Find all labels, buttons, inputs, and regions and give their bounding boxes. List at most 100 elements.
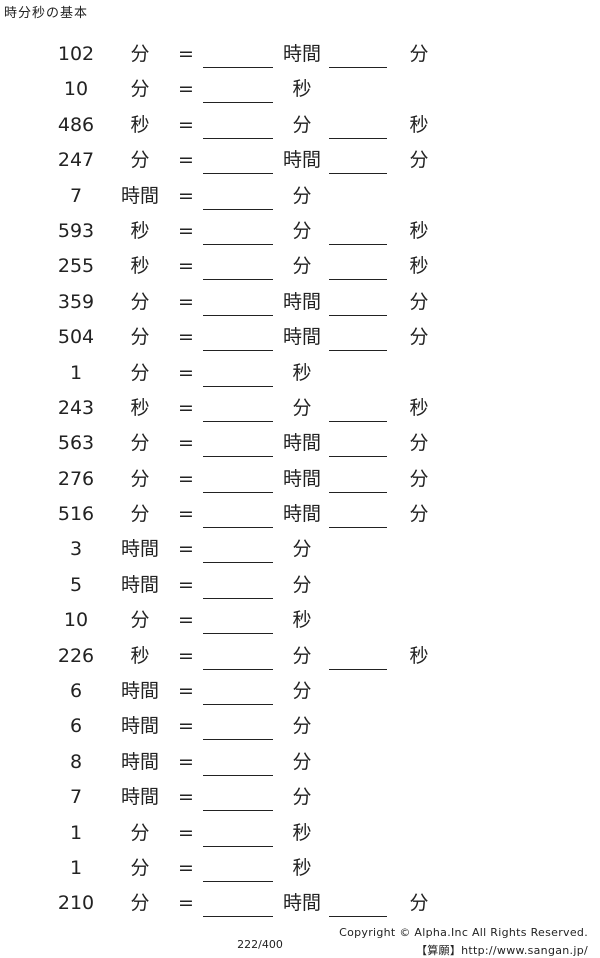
problem-unit: 分 (130, 856, 150, 879)
answer-blank-1[interactable] (203, 597, 273, 599)
answer-blank-1[interactable] (203, 916, 273, 918)
answer-blank-1[interactable] (203, 633, 273, 635)
problem-value: 226 (57, 644, 95, 667)
answer-blank-2[interactable] (329, 243, 387, 245)
result-unit-1: 秒 (292, 856, 312, 879)
problem-row: 1 分 = 秒 (0, 355, 600, 390)
result-unit-2: 秒 (409, 396, 429, 419)
answer-blank-1[interactable] (203, 243, 273, 245)
answer-blank-1[interactable] (203, 314, 273, 316)
answer-blank-1[interactable] (203, 774, 273, 776)
problem-unit: 分 (130, 290, 150, 313)
problem-value: 210 (57, 892, 95, 915)
problem-value: 504 (57, 326, 95, 349)
problem-unit: 分 (130, 432, 150, 455)
problem-unit: 時間 (120, 184, 159, 207)
result-unit-1: 時間 (282, 432, 321, 455)
answer-blank-1[interactable] (203, 456, 273, 458)
result-unit-2: 分 (409, 326, 429, 349)
page-title: 時分秒の基本 (4, 6, 89, 21)
equals-sign: = (178, 892, 194, 915)
problem-value: 6 (69, 715, 83, 738)
problem-row: 7 時間 = 分 (0, 178, 600, 213)
result-unit-2: 秒 (409, 219, 429, 242)
equals-sign: = (178, 750, 194, 773)
problem-value: 10 (63, 609, 89, 632)
result-unit-2: 秒 (409, 644, 429, 667)
result-unit-1: 時間 (282, 290, 321, 313)
result-unit-2: 秒 (409, 113, 429, 136)
answer-blank-1[interactable] (203, 880, 273, 882)
result-unit-1: 分 (292, 715, 312, 738)
problem-unit: 分 (130, 892, 150, 915)
equals-sign: = (178, 43, 194, 65)
problem-value: 8 (69, 750, 83, 773)
answer-blank-1[interactable] (203, 67, 273, 68)
equals-sign: = (178, 573, 194, 596)
answer-blank-1[interactable] (203, 668, 273, 670)
problem-value: 593 (57, 219, 95, 242)
result-unit-1: 分 (292, 538, 312, 561)
answer-blank-1[interactable] (203, 102, 273, 104)
answer-blank-1[interactable] (203, 491, 273, 493)
equals-sign: = (178, 467, 194, 490)
answer-blank-2[interactable] (329, 350, 387, 352)
problem-row: 359 分 = 時間 分 (0, 284, 600, 319)
equals-sign: = (178, 609, 194, 632)
answer-blank-2[interactable] (329, 527, 387, 529)
problem-value: 276 (57, 467, 95, 490)
problem-unit: 分 (130, 43, 150, 65)
problem-row: 102 分 = 時間 分 (0, 36, 600, 71)
answer-blank-1[interactable] (203, 704, 273, 706)
result-unit-1: 秒 (292, 361, 312, 384)
answer-blank-2[interactable] (329, 491, 387, 493)
equals-sign: = (178, 856, 194, 879)
problem-unit: 分 (130, 821, 150, 844)
result-unit-2: 分 (409, 892, 429, 915)
answer-blank-2[interactable] (329, 916, 387, 918)
answer-blank-1[interactable] (203, 208, 273, 210)
answer-blank-1[interactable] (203, 279, 273, 281)
answer-blank-1[interactable] (203, 810, 273, 812)
answer-blank-2[interactable] (329, 314, 387, 316)
problem-row: 1 分 = 秒 (0, 815, 600, 850)
result-unit-1: 分 (292, 255, 312, 278)
answer-blank-2[interactable] (329, 420, 387, 422)
problem-value: 486 (57, 113, 95, 136)
problem-value: 1 (69, 856, 83, 879)
problem-value: 10 (63, 78, 89, 101)
result-unit-1: 時間 (282, 326, 321, 349)
answer-blank-1[interactable] (203, 527, 273, 529)
answer-blank-2[interactable] (329, 173, 387, 175)
answer-blank-2[interactable] (329, 668, 387, 670)
answer-blank-1[interactable] (203, 137, 273, 139)
result-unit-1: 分 (292, 396, 312, 419)
problem-value: 516 (57, 503, 95, 526)
equals-sign: = (178, 786, 194, 809)
result-unit-2: 分 (409, 43, 429, 65)
problem-unit: 分 (130, 609, 150, 632)
problem-value: 102 (57, 43, 95, 65)
result-unit-1: 時間 (282, 892, 321, 915)
answer-blank-2[interactable] (329, 67, 387, 68)
answer-blank-2[interactable] (329, 456, 387, 458)
result-unit-1: 秒 (292, 609, 312, 632)
answer-blank-1[interactable] (203, 173, 273, 175)
equals-sign: = (178, 184, 194, 207)
answer-blank-1[interactable] (203, 385, 273, 387)
answer-blank-1[interactable] (203, 350, 273, 352)
result-unit-1: 分 (292, 219, 312, 242)
answer-blank-1[interactable] (203, 845, 273, 847)
answer-blank-2[interactable] (329, 137, 387, 139)
answer-blank-1[interactable] (203, 562, 273, 564)
answer-blank-2[interactable] (329, 279, 387, 281)
problem-value: 3 (69, 538, 83, 561)
problem-value: 6 (69, 680, 83, 703)
answer-blank-1[interactable] (203, 739, 273, 741)
problem-row: 3 時間 = 分 (0, 531, 600, 566)
result-unit-2: 分 (409, 503, 429, 526)
answer-blank-1[interactable] (203, 420, 273, 422)
problem-value: 7 (69, 786, 83, 809)
result-unit-2: 分 (409, 290, 429, 313)
equals-sign: = (178, 715, 194, 738)
